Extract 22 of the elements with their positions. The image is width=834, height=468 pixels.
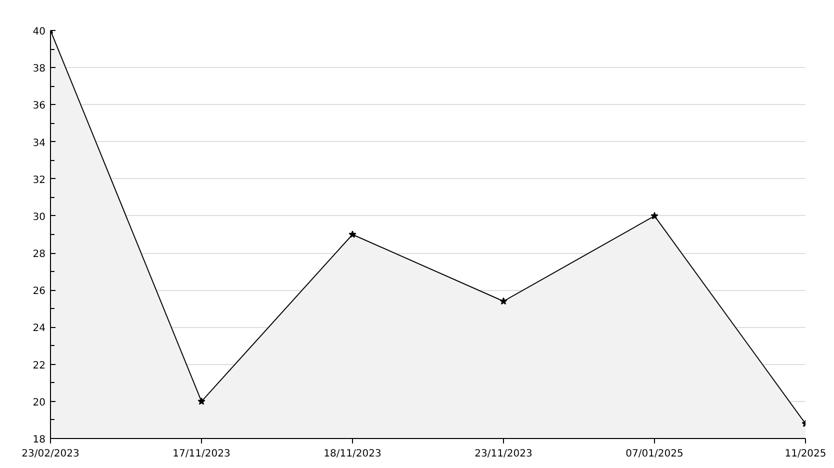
x-tick-label: 23/02/2023 bbox=[22, 448, 80, 460]
x-tick-label: 17/11/2023 bbox=[172, 448, 230, 460]
y-tick-label: 24 bbox=[32, 323, 46, 334]
y-tick-label: 34 bbox=[32, 138, 46, 149]
y-tick-label: 38 bbox=[32, 64, 46, 75]
y-tick-label: 30 bbox=[32, 212, 46, 223]
y-tick-label: 32 bbox=[32, 174, 46, 186]
point bbox=[650, 212, 658, 220]
x-tick-label: 07/01/2025 bbox=[626, 448, 684, 460]
y-tick-label: 18 bbox=[32, 434, 46, 446]
y-tick-label: 28 bbox=[32, 249, 46, 260]
y-tick-label: 20 bbox=[32, 397, 46, 408]
y-tick-label: 40 bbox=[32, 26, 46, 38]
point bbox=[500, 297, 508, 305]
x-tick-label: 11/2025 bbox=[784, 448, 826, 460]
y-tick-label: 26 bbox=[32, 286, 46, 298]
y-tick-label: 36 bbox=[32, 100, 46, 112]
x-tick-label: 18/11/2023 bbox=[324, 448, 382, 460]
x-tick-label: 23/11/2023 bbox=[474, 448, 532, 460]
point bbox=[198, 397, 206, 405]
y-tick-label: 22 bbox=[32, 360, 46, 372]
point bbox=[348, 230, 356, 238]
